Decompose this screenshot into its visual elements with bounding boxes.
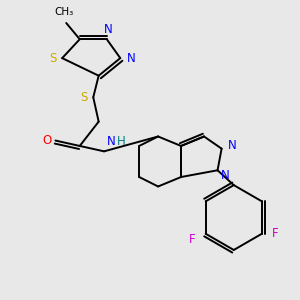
- Text: S: S: [49, 52, 56, 64]
- Text: S: S: [80, 91, 88, 104]
- Text: N: N: [228, 140, 237, 152]
- Text: N: N: [104, 23, 112, 36]
- Text: O: O: [43, 134, 52, 147]
- Text: N: N: [127, 52, 136, 64]
- Text: F: F: [272, 227, 279, 240]
- Text: N: N: [221, 169, 230, 182]
- Text: N: N: [106, 135, 115, 148]
- Text: F: F: [189, 233, 196, 246]
- Text: CH₃: CH₃: [54, 7, 73, 17]
- Text: H: H: [117, 135, 126, 148]
